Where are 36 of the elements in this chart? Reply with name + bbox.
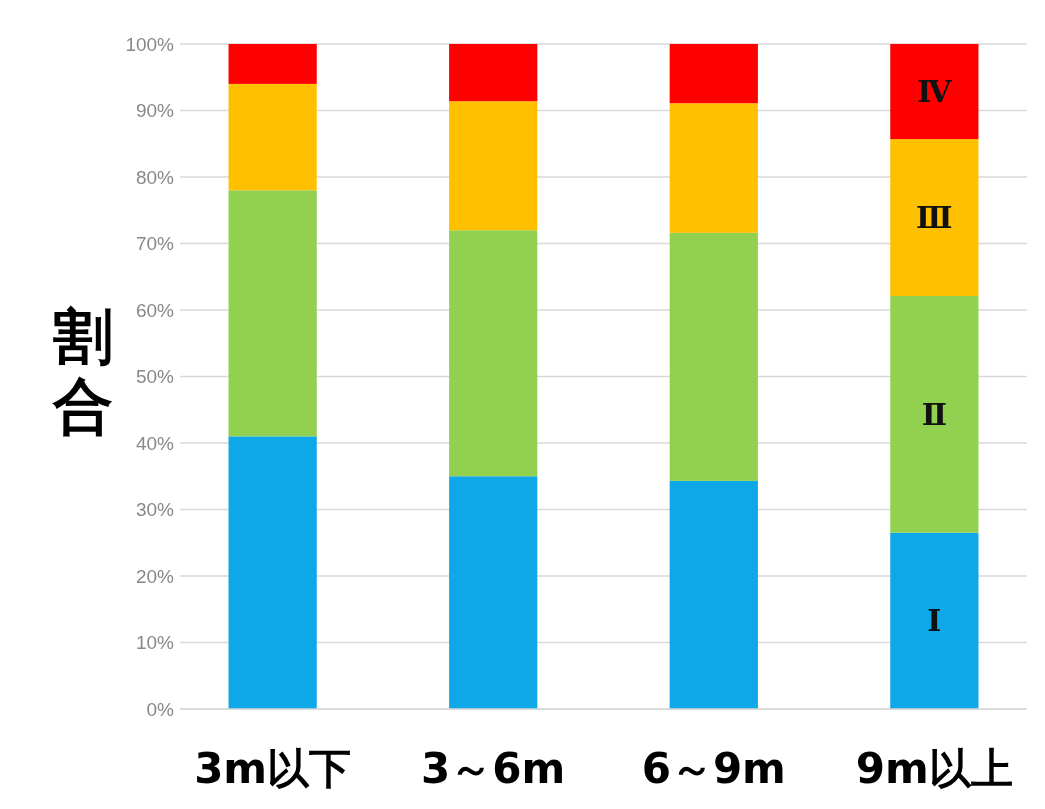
y-tick-label: 70% (135, 233, 175, 254)
y-tick-label: 50% (135, 366, 175, 387)
bar (890, 532, 979, 709)
bar (449, 44, 538, 102)
bar (890, 296, 979, 533)
y-tick-label: 100% (125, 33, 175, 55)
bar (669, 232, 758, 481)
x-tick-label: 3～6m (421, 743, 566, 793)
bar (669, 44, 758, 104)
series-label: Ⅳ (917, 74, 953, 110)
y-tick-label: 80% (135, 166, 175, 188)
y-tick-label: 0% (146, 698, 175, 720)
series-label: Ⅰ (927, 603, 942, 639)
y-tick-label: 30% (135, 499, 175, 520)
bar (890, 139, 979, 297)
bar (449, 476, 538, 709)
bar (228, 436, 317, 709)
x-tick-label: 6～9m (641, 743, 786, 793)
bar (669, 480, 758, 709)
bar (228, 44, 317, 84)
series-label: Ⅲ (916, 200, 953, 236)
x-tick-label: 3m以下 (194, 743, 352, 793)
y-axis-title: 割合 (52, 300, 113, 441)
bar (669, 103, 758, 233)
bar (449, 230, 538, 477)
y-tick-label: 40% (135, 432, 175, 454)
y-tick-label: 90% (135, 100, 175, 121)
series-label: Ⅱ (921, 396, 948, 432)
bar (449, 101, 538, 231)
bar (228, 190, 317, 437)
y-tick-label: 10% (135, 632, 175, 653)
y-tick-label: 60% (135, 299, 175, 321)
bar (228, 83, 317, 191)
bar (890, 44, 979, 140)
x-tick-label: 9m以上 (855, 743, 1013, 793)
y-tick-label: 20% (135, 565, 175, 587)
